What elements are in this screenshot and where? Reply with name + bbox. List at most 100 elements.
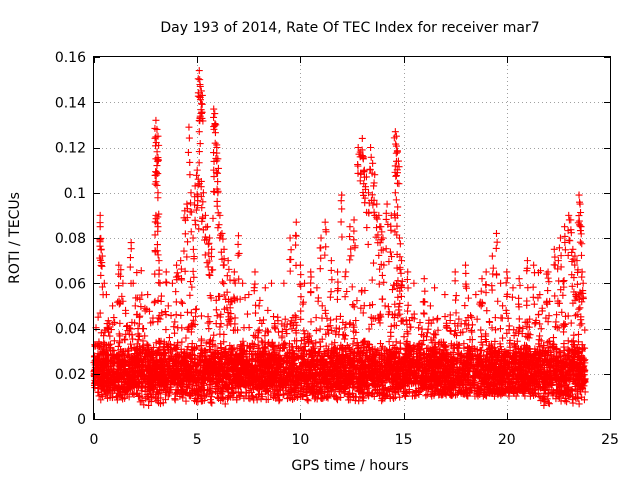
data-point	[97, 341, 105, 349]
data-point	[150, 343, 158, 351]
data-point	[464, 294, 472, 302]
data-point	[91, 352, 99, 360]
data-point	[122, 306, 130, 314]
data-point	[117, 362, 125, 370]
data-point	[159, 399, 167, 407]
data-point	[209, 341, 217, 349]
data-point	[269, 346, 277, 354]
data-point	[123, 322, 131, 330]
data-point	[188, 368, 196, 376]
data-point	[312, 327, 320, 335]
data-point	[312, 314, 320, 322]
data-point	[223, 288, 231, 296]
data-point	[163, 362, 171, 370]
data-point	[206, 318, 214, 326]
data-point	[261, 332, 269, 340]
data-point	[341, 335, 349, 343]
data-point	[337, 341, 345, 349]
data-point	[149, 367, 157, 375]
data-point	[175, 380, 183, 388]
data-point	[208, 399, 216, 407]
data-point	[184, 363, 192, 371]
data-point	[197, 342, 205, 350]
data-point	[230, 389, 238, 397]
data-point	[115, 374, 123, 382]
data-point	[328, 340, 336, 348]
data-point	[348, 283, 356, 291]
data-point	[204, 313, 212, 321]
data-point	[216, 313, 224, 321]
data-point	[231, 320, 239, 328]
data-point	[392, 338, 400, 346]
data-point	[186, 278, 194, 286]
data-point	[118, 350, 126, 358]
data-point	[258, 337, 266, 345]
data-point	[203, 352, 211, 360]
data-point	[178, 390, 186, 398]
data-point	[299, 298, 307, 306]
data-point	[317, 356, 325, 364]
data-point	[165, 334, 173, 342]
data-point	[203, 386, 211, 394]
data-point	[119, 389, 127, 397]
data-point	[304, 397, 312, 405]
data-point	[154, 314, 162, 322]
data-point	[142, 365, 150, 373]
data-point	[468, 321, 476, 329]
data-point	[288, 325, 296, 333]
data-point	[473, 315, 481, 323]
data-point	[388, 286, 396, 294]
data-point	[187, 309, 195, 317]
data-point	[212, 306, 220, 314]
data-point	[441, 313, 449, 321]
data-point	[275, 341, 283, 349]
data-point	[339, 331, 347, 339]
data-point	[299, 353, 307, 361]
data-point	[300, 327, 308, 335]
data-point	[148, 350, 156, 358]
data-point	[209, 374, 217, 382]
data-point	[217, 320, 225, 328]
data-point	[211, 364, 219, 372]
data-point	[96, 350, 104, 358]
data-point	[155, 346, 163, 354]
data-point	[220, 350, 228, 358]
data-point	[283, 330, 291, 338]
data-point	[178, 299, 186, 307]
data-point	[241, 294, 249, 302]
data-point	[120, 356, 128, 364]
data-point	[146, 360, 154, 368]
data-point	[229, 393, 237, 401]
data-point	[291, 318, 299, 326]
data-point	[387, 332, 395, 340]
data-point	[316, 348, 324, 356]
data-point	[140, 401, 148, 409]
data-point	[173, 350, 181, 358]
data-point	[316, 325, 324, 333]
data-point	[221, 400, 229, 408]
data-point	[415, 324, 423, 332]
data-point	[207, 393, 215, 401]
data-point	[143, 390, 151, 398]
data-point	[123, 387, 131, 395]
data-point	[163, 359, 171, 367]
data-point	[349, 340, 357, 348]
data-point	[218, 359, 226, 367]
data-point	[179, 352, 187, 360]
data-point	[127, 340, 135, 348]
data-point	[499, 302, 507, 310]
data-point	[250, 343, 258, 351]
data-point	[245, 350, 253, 358]
data-point	[148, 394, 156, 402]
data-point	[291, 337, 299, 345]
data-point	[213, 312, 221, 320]
data-point	[131, 363, 139, 371]
data-point	[394, 277, 402, 285]
data-point	[137, 267, 145, 275]
data-point	[186, 291, 194, 299]
data-point	[188, 320, 196, 328]
data-point	[264, 306, 272, 314]
data-point	[226, 356, 234, 364]
data-point	[120, 365, 128, 373]
data-point	[217, 355, 225, 363]
